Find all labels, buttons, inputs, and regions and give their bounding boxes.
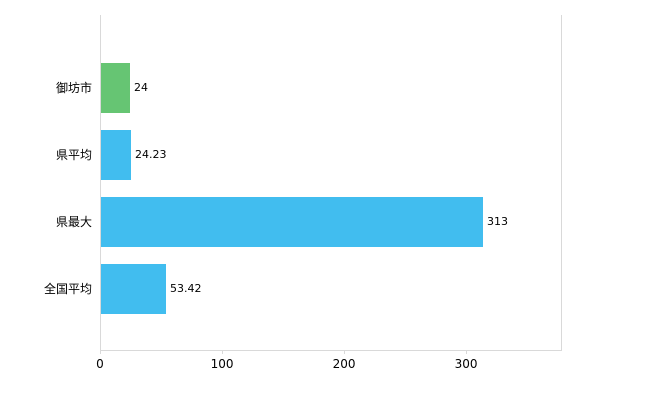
- plot-area: 24 24.23 313 53.42: [100, 15, 562, 351]
- bar-value-label: 313: [487, 215, 508, 228]
- x-axis-tick: [222, 350, 224, 354]
- x-axis-tick: [466, 350, 468, 354]
- bar-value-label: 24.23: [135, 148, 167, 161]
- bar: [101, 264, 166, 314]
- bar: [101, 63, 130, 113]
- category-label: 全国平均: [43, 282, 92, 296]
- x-axis-tick: [344, 350, 346, 354]
- x-axis-tick: [100, 350, 101, 354]
- bar-value-label: 53.42: [170, 282, 202, 295]
- category-label: 県最大: [55, 215, 92, 229]
- x-axis-tick-label: 300: [454, 357, 478, 371]
- category-label: 県平均: [55, 148, 92, 162]
- bar: [101, 197, 483, 247]
- bar-value-label: 24: [134, 81, 148, 94]
- category-label: 御坊市: [55, 81, 92, 95]
- x-axis-tick-label: 200: [332, 357, 356, 371]
- bar: [101, 130, 131, 180]
- x-axis-tick-label: 100: [210, 357, 234, 371]
- x-axis-tick-label: 0: [96, 357, 104, 371]
